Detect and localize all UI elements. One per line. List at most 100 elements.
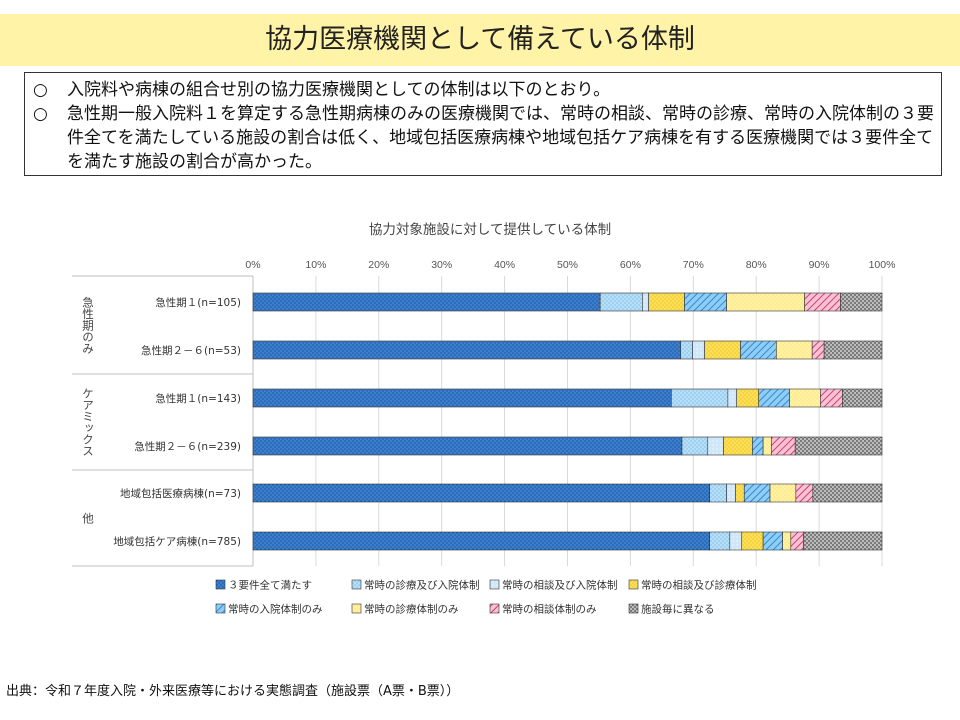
- summary-line: 入院料や病棟の組合せ別の協力医療機関としての体制は以下のとおり。: [67, 80, 611, 100]
- legend-swatch: [628, 603, 639, 614]
- bar-segment: [670, 388, 729, 408]
- x-tick-label: 90%: [809, 259, 830, 271]
- chart-title: 協力対象施設に対して提供している体制: [369, 222, 611, 237]
- bar-segment: [741, 531, 764, 551]
- legend-label: 施設毎に異なる: [641, 603, 715, 616]
- bar-segment: [252, 388, 672, 408]
- group-frame: [72, 275, 254, 567]
- legend-swatch: [215, 603, 226, 614]
- bar-segment: [840, 292, 883, 312]
- bar-segment: [794, 436, 883, 456]
- bar-segment: [707, 436, 724, 456]
- bar-segment: [252, 292, 601, 312]
- category-label: 急性期１(n=105): [155, 296, 241, 309]
- bar-segment: [709, 531, 731, 551]
- legend-label: ３要件全て満たす: [228, 579, 312, 592]
- bar-segment: [727, 388, 738, 408]
- bar-segment: [692, 340, 705, 360]
- x-tick-label: 40%: [494, 259, 515, 271]
- legend-label: 常時の入院体制のみ: [228, 603, 323, 616]
- legend-label: 常時の相談体制のみ: [502, 603, 597, 616]
- category-label: 地域包括ケア病棟(n=785): [113, 535, 241, 548]
- x-tick-label: 60%: [620, 259, 641, 271]
- x-tick-label: 10%: [305, 259, 326, 271]
- bar-segment: [599, 292, 643, 312]
- group-label: 急性期のみ: [81, 295, 95, 353]
- bar-segment: [790, 531, 804, 551]
- group-label: 他: [81, 512, 95, 524]
- x-axis-tick-labels: 0% 10% 20% 30% 40% 50% 60% 70% 80% 90% 100%: [245, 259, 895, 271]
- legend-swatch: [489, 579, 500, 590]
- legend-swatch: [628, 579, 639, 590]
- bar-segment: [740, 340, 777, 360]
- bar-segment: [743, 483, 771, 503]
- x-tick-label: 100%: [869, 259, 896, 271]
- legend-swatch: [351, 579, 362, 590]
- bullet-icon: ○: [33, 80, 48, 100]
- bar-segment: [762, 531, 783, 551]
- bar-segment: [709, 483, 727, 503]
- bar-segment: [735, 483, 745, 503]
- bars: [252, 292, 883, 551]
- bar-segment: [842, 388, 883, 408]
- legend-label: 常時の診療体制のみ: [364, 603, 459, 616]
- bar-segment: [680, 340, 693, 360]
- bar-segment: [684, 292, 727, 312]
- bar-segment: [681, 436, 709, 456]
- bar-segment: [642, 292, 649, 312]
- x-tick-label: 50%: [557, 259, 578, 271]
- bar-segment: [795, 483, 814, 503]
- x-tick-label: 80%: [746, 259, 767, 271]
- bar-segment: [729, 531, 743, 551]
- legend-label: 常時の相談及び入院体制: [502, 579, 618, 592]
- legend-label: 常時の相談及び診療体制: [641, 579, 757, 592]
- category-label: 急性期２－６(n=53): [141, 344, 241, 357]
- bar-segment: [811, 340, 825, 360]
- category-labels: 急性期１(n=105) 急性期２－６(n=53) 急性期１(n=143) 急性期２－６…: [113, 296, 241, 548]
- bar-segment: [804, 292, 841, 312]
- bar-segment: [736, 388, 760, 408]
- bar-segment: [803, 531, 883, 551]
- bar-segment: [252, 340, 682, 360]
- legend-swatch: [489, 603, 500, 614]
- bar-segment: [770, 436, 796, 456]
- summary-box: ○ 入院料や病棟の組合せ別の協力医療機関としての体制は以下のとおり。 ○ 急性期…: [24, 72, 942, 176]
- bullet-icon: ○: [33, 104, 48, 124]
- legend-swatch: [351, 603, 362, 614]
- bar-segment: [776, 340, 813, 360]
- legend-swatch: [215, 579, 226, 590]
- bar-segment: [820, 388, 843, 408]
- bar-segment: [252, 436, 683, 456]
- bar-segment: [769, 483, 797, 503]
- bar-segment: [758, 388, 790, 408]
- x-tick-label: 30%: [431, 259, 452, 271]
- category-label: 地域包括医療病棟(n=73): [120, 487, 241, 500]
- x-tick-label: 0%: [245, 259, 260, 271]
- bar-segment: [252, 483, 710, 503]
- legend-label: 常時の診療及び入院体制: [364, 579, 480, 592]
- legend: ３要件全て満たす 常時の診療及び入院体制 常時の相談及び入院体制 常時の相談及び診療体…: [215, 579, 757, 616]
- bar-segment: [723, 436, 753, 456]
- category-label: 急性期２－６(n=239): [134, 440, 241, 453]
- x-tick-label: 20%: [368, 259, 389, 271]
- source-note: 出典：令和７年度入院・外来医療等における実態調査（施設票（A票・B票））: [6, 684, 460, 699]
- bar-segment: [252, 531, 710, 551]
- bar-segment: [752, 436, 764, 456]
- bar-segment: [726, 292, 805, 312]
- page-title: 協力医療機関として備えている体制: [265, 24, 695, 55]
- title-banner: 協力医療機関として備えている体制: [0, 14, 960, 66]
- bar-segment: [823, 340, 883, 360]
- bar-segment: [704, 340, 741, 360]
- bar-segment: [789, 388, 821, 408]
- bar-segment: [726, 483, 736, 503]
- bar-segment: [812, 483, 883, 503]
- bar-segment: [762, 436, 772, 456]
- group-label: ケアミックス: [81, 388, 95, 457]
- category-label: 急性期１(n=143): [155, 392, 241, 405]
- bar-segment: [782, 531, 792, 551]
- bar-segment: [648, 292, 685, 312]
- gridlines: [252, 276, 883, 566]
- x-tick-label: 70%: [683, 259, 704, 271]
